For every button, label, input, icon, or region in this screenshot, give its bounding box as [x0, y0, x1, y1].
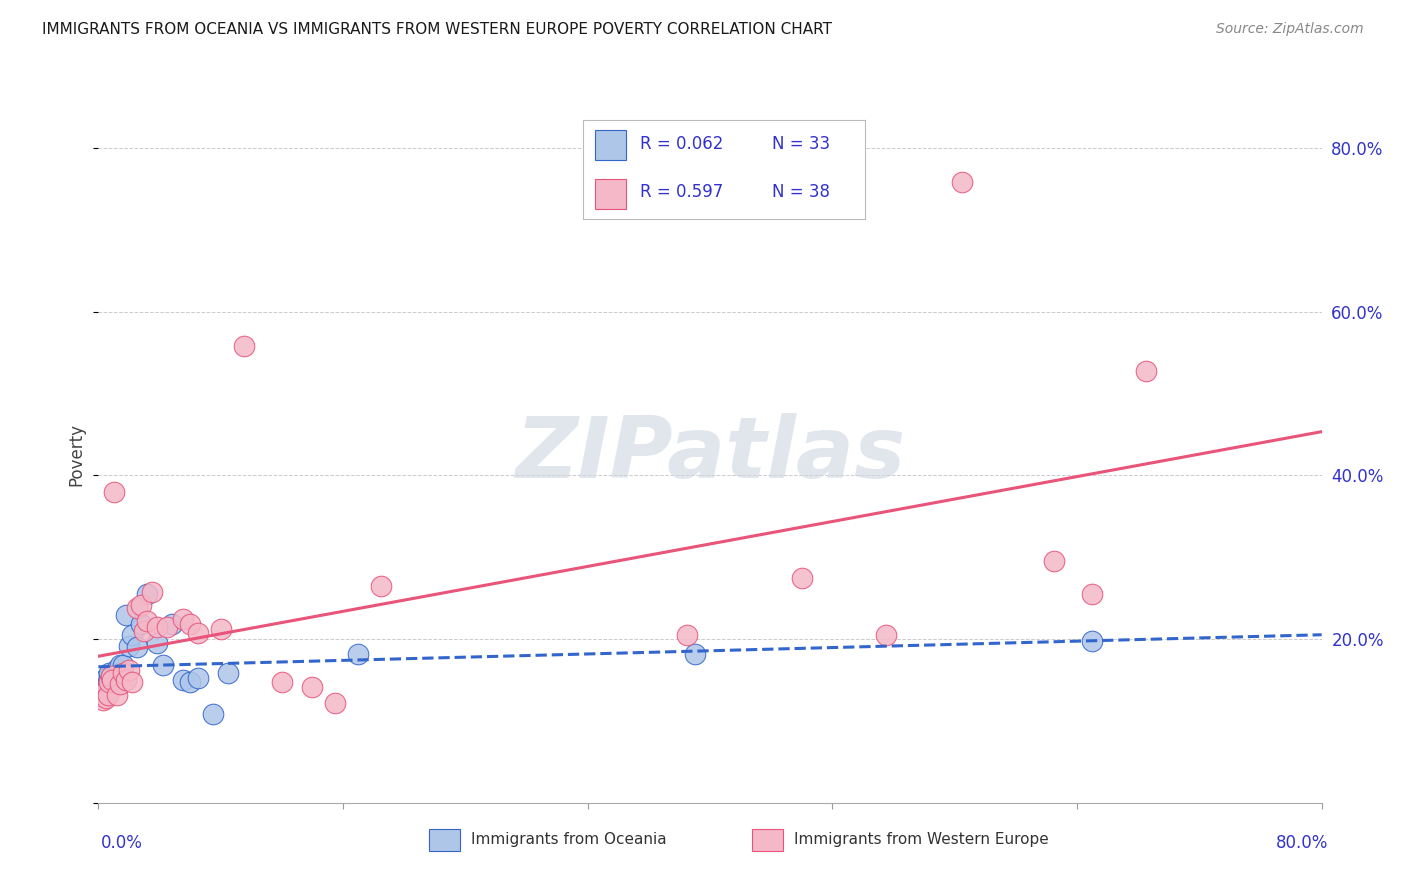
Text: ZIPatlas: ZIPatlas: [515, 413, 905, 497]
Point: [347, 647, 370, 661]
Point: [91, 682, 114, 697]
Point: [100, 669, 122, 683]
Point: [217, 666, 239, 681]
Point: [108, 677, 131, 691]
Point: [91, 693, 114, 707]
Point: [209, 622, 232, 636]
Y-axis label: Poverty: Poverty: [67, 424, 86, 486]
Point: [325, 696, 347, 710]
Text: N = 33: N = 33: [772, 136, 830, 153]
Point: [121, 674, 143, 689]
Point: [129, 598, 152, 612]
Point: [172, 612, 194, 626]
Point: [103, 677, 125, 691]
Text: Immigrants from Western Europe: Immigrants from Western Europe: [794, 832, 1049, 847]
Point: [301, 680, 323, 694]
Point: [118, 663, 141, 677]
Point: [100, 670, 122, 684]
Point: [179, 617, 201, 632]
Point: [94, 672, 117, 686]
Point: [103, 484, 125, 499]
Point: [111, 658, 134, 673]
Point: [160, 617, 183, 632]
Point: [270, 674, 292, 689]
Point: [93, 673, 115, 687]
Point: [683, 647, 706, 661]
Point: [125, 640, 148, 655]
Point: [202, 707, 225, 722]
Text: N = 38: N = 38: [772, 183, 830, 201]
Point: [94, 691, 117, 706]
Point: [179, 674, 201, 689]
Text: R = 0.597: R = 0.597: [640, 183, 723, 201]
Point: [108, 658, 131, 673]
Point: [134, 624, 156, 638]
Point: [115, 673, 138, 687]
Point: [156, 620, 179, 634]
Point: [107, 667, 129, 681]
Point: [94, 679, 117, 693]
Point: [93, 685, 115, 699]
Text: 0.0%: 0.0%: [101, 834, 143, 852]
Point: [104, 671, 127, 685]
Point: [90, 690, 112, 704]
Point: [105, 688, 128, 702]
Point: [97, 688, 120, 702]
Text: R = 0.062: R = 0.062: [640, 136, 723, 153]
Point: [118, 639, 141, 653]
Point: [98, 666, 121, 681]
Point: [370, 579, 392, 593]
Point: [125, 601, 148, 615]
Point: [101, 673, 124, 687]
Point: [115, 607, 138, 622]
Point: [790, 571, 813, 585]
Point: [1043, 554, 1066, 568]
Point: [141, 584, 163, 599]
FancyBboxPatch shape: [595, 179, 626, 209]
Point: [187, 672, 209, 686]
Point: [98, 681, 121, 695]
Point: [97, 675, 120, 690]
Point: [111, 666, 134, 681]
Point: [1081, 633, 1104, 648]
Point: [136, 587, 159, 601]
Point: [676, 628, 699, 642]
Text: Immigrants from Oceania: Immigrants from Oceania: [471, 832, 666, 847]
Point: [145, 636, 167, 650]
Point: [1081, 587, 1104, 601]
Point: [152, 658, 174, 673]
Point: [90, 677, 112, 691]
Point: [232, 339, 254, 353]
Point: [875, 628, 897, 642]
Text: IMMIGRANTS FROM OCEANIA VS IMMIGRANTS FROM WESTERN EUROPE POVERTY CORRELATION CH: IMMIGRANTS FROM OCEANIA VS IMMIGRANTS FR…: [42, 22, 832, 37]
Text: 80.0%: 80.0%: [1277, 834, 1329, 852]
Point: [98, 674, 121, 689]
Text: Source: ZipAtlas.com: Source: ZipAtlas.com: [1216, 22, 1364, 37]
FancyBboxPatch shape: [595, 130, 626, 160]
Point: [121, 628, 143, 642]
Point: [145, 620, 167, 634]
Point: [950, 175, 973, 189]
Point: [129, 617, 152, 632]
Point: [187, 625, 209, 640]
Point: [172, 673, 194, 687]
Point: [136, 614, 159, 628]
Point: [1135, 363, 1157, 377]
Point: [101, 673, 124, 688]
Point: [105, 662, 128, 676]
